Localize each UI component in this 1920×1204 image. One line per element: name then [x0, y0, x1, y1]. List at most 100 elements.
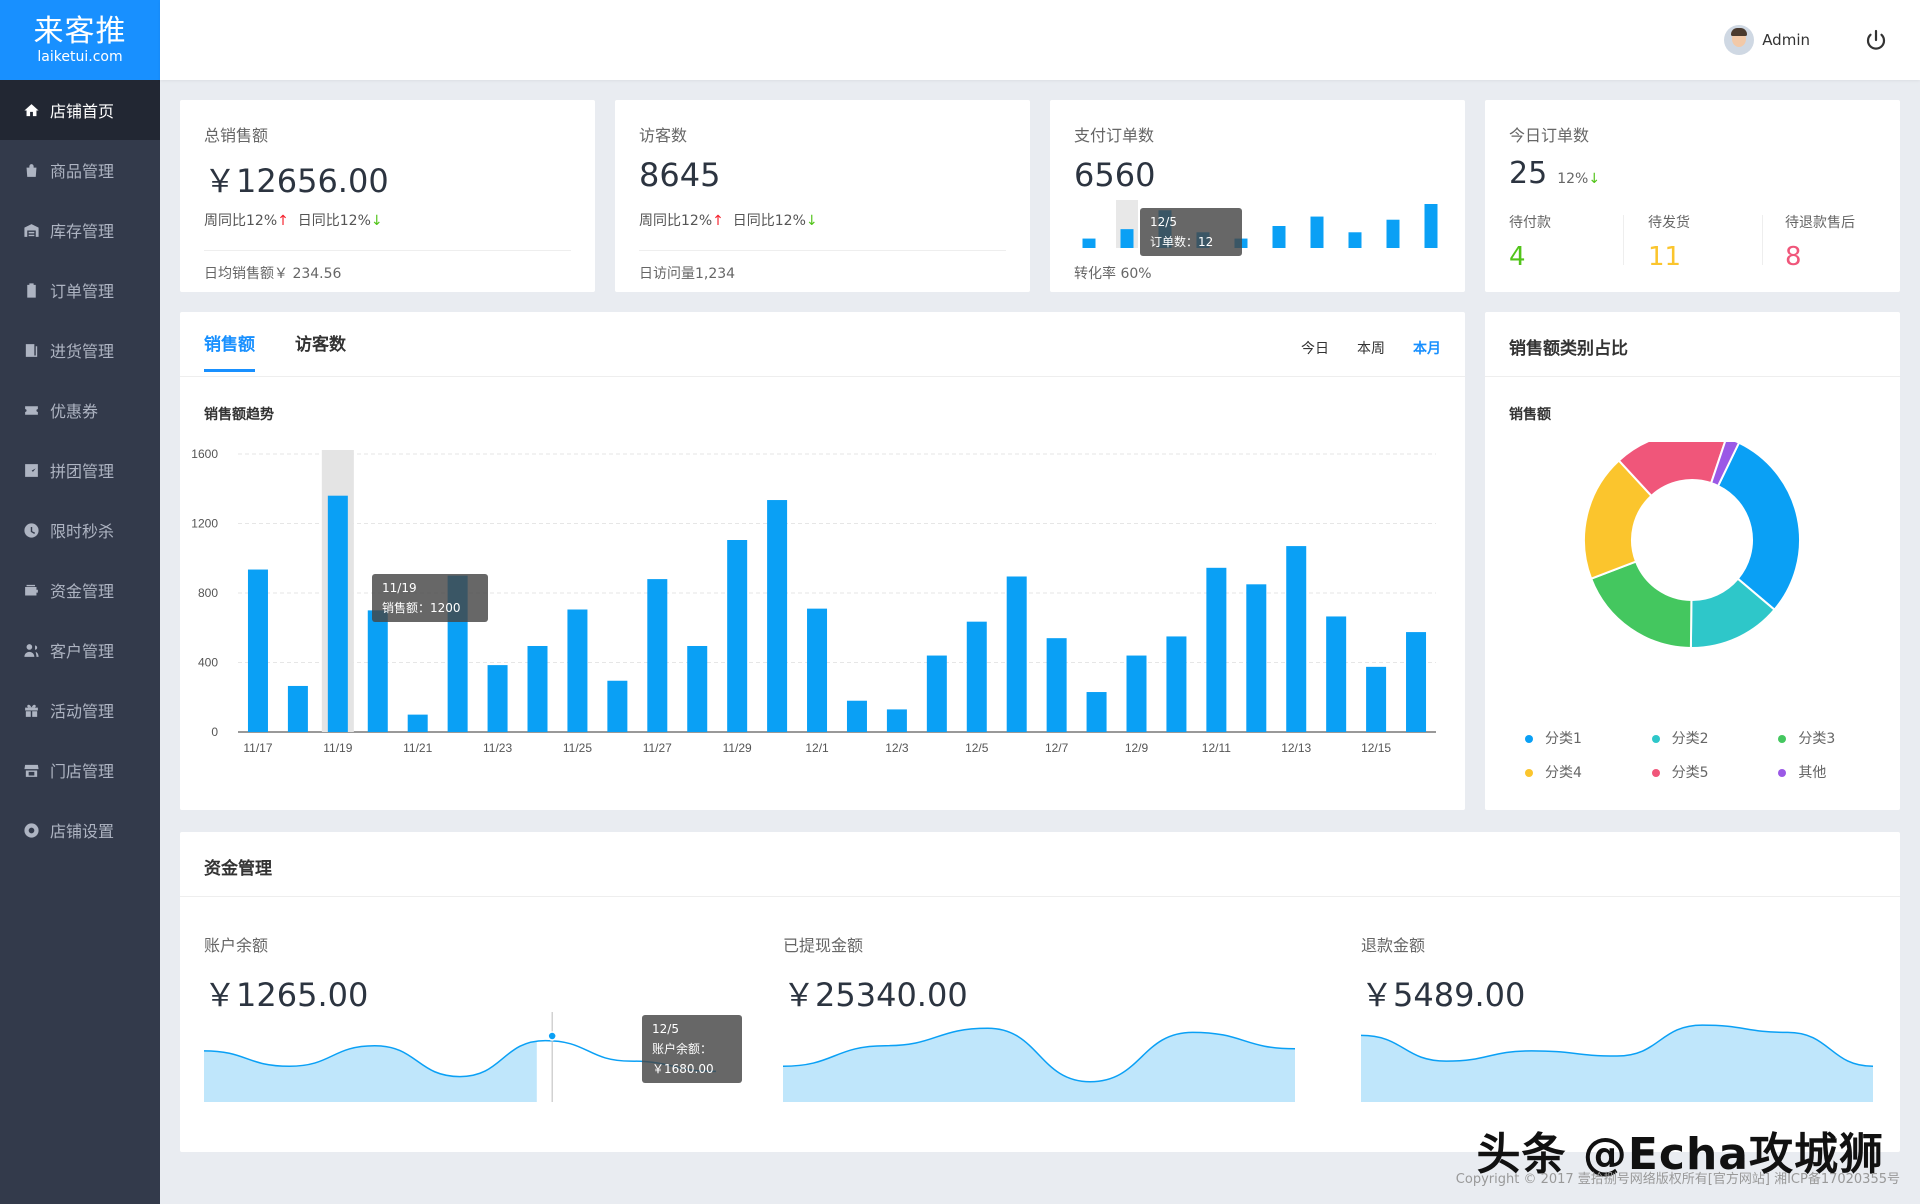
area-line[interactable] — [1361, 1024, 1873, 1068]
pie-slice[interactable] — [1617, 442, 1727, 498]
refund-area-chart[interactable] — [1361, 1012, 1873, 1107]
area-line[interactable] — [204, 1039, 716, 1078]
sales-bar[interactable] — [846, 700, 867, 732]
sidebar-item-label: 店铺首页 — [50, 102, 115, 121]
pie-slice[interactable] — [1716, 442, 1801, 612]
legend-item[interactable]: 分类1 — [1525, 728, 1652, 748]
sales-bar[interactable] — [1006, 576, 1027, 732]
sales-bar[interactable] — [767, 500, 788, 732]
sidebar-item-1[interactable]: 商品管理 — [0, 140, 160, 200]
sales-bar-chart[interactable]: 0 400 800 1200 1600 11/17 11/19 11/21 11/23 11/25… — [180, 442, 1465, 772]
withdrawn-value: ￥25340.00 — [783, 976, 968, 1014]
sidebar-item-6[interactable]: 拼团管理 — [0, 440, 160, 500]
sales-card: 总销售额 ￥12656.00 周同比12%↑ 日同比12%↓ 日均销售额￥ 23… — [180, 100, 595, 292]
sales-bar[interactable] — [727, 540, 748, 732]
sales-daily-avg: 日均销售额￥ 234.56 — [204, 266, 342, 282]
sales-bar[interactable] — [1286, 546, 1307, 732]
order-bar[interactable] — [1272, 226, 1286, 248]
sales-bar[interactable] — [407, 714, 428, 732]
avatar — [1724, 25, 1755, 55]
funds-title: 资金管理 — [204, 859, 272, 879]
pending-refund[interactable]: 待退款售后 8 — [1785, 215, 1855, 272]
category-donut-chart[interactable] — [1485, 442, 1900, 702]
sales-bar[interactable] — [487, 665, 508, 732]
sales-bar[interactable] — [367, 610, 388, 732]
legend-item[interactable]: 分类5 — [1651, 762, 1779, 782]
range-today[interactable]: 今日 — [1301, 341, 1329, 357]
visitors-daily: 日访问量1,234 — [639, 266, 736, 282]
legend-item[interactable]: 其他 — [1778, 762, 1905, 782]
sidebar-item-label: 店铺设置 — [50, 822, 115, 841]
order-bar[interactable] — [1310, 216, 1324, 248]
sidebar-item-12[interactable]: 店铺设置 — [0, 800, 160, 860]
legend-item[interactable]: 分类3 — [1778, 728, 1905, 748]
order-bar[interactable] — [1082, 238, 1096, 248]
sidebar-item-0[interactable]: 店铺首页 — [0, 80, 160, 140]
withdrawn-label: 已提现金额 — [783, 936, 864, 955]
tab-sales[interactable]: 销售额 — [204, 330, 255, 372]
sales-bar[interactable] — [886, 709, 907, 732]
sales-bar[interactable] — [607, 680, 628, 732]
sales-bar[interactable] — [567, 609, 588, 732]
sidebar-item-9[interactable]: 客户管理 — [0, 620, 160, 680]
sales-bar[interactable] — [1046, 638, 1067, 732]
balance-block: 账户余额 ￥1265.00 — [204, 932, 724, 1016]
sales-bar[interactable] — [926, 655, 947, 732]
sidebar-item-label: 优惠券 — [50, 402, 99, 421]
pending-pay[interactable]: 待付款 4 — [1509, 215, 1551, 272]
balance-area-chart[interactable] — [204, 1012, 716, 1107]
sidebar-item-4[interactable]: 进货管理 — [0, 320, 160, 380]
sales-bar[interactable] — [1246, 584, 1267, 732]
orders-mini-chart[interactable] — [1070, 200, 1450, 252]
sales-bar[interactable] — [1086, 692, 1107, 732]
pie-slice[interactable] — [1709, 442, 1741, 488]
sales-bar[interactable] — [687, 645, 708, 732]
order-bar[interactable] — [1348, 232, 1362, 248]
sidebar-item-label: 限时秒杀 — [50, 522, 115, 541]
sales-bar[interactable] — [287, 685, 308, 732]
sales-bar[interactable] — [1166, 636, 1187, 732]
sales-bar[interactable] — [807, 608, 828, 732]
wallet-icon — [22, 581, 40, 599]
legend-item[interactable]: 分类4 — [1525, 762, 1652, 782]
sales-bar[interactable] — [966, 621, 987, 732]
sales-bar[interactable] — [1326, 616, 1347, 732]
y-tick-label: 1600 — [191, 447, 218, 461]
sales-bar[interactable] — [1366, 666, 1387, 732]
order-bar[interactable] — [1120, 229, 1134, 248]
sales-bar[interactable] — [1206, 567, 1227, 732]
hover-point[interactable] — [547, 1031, 557, 1041]
tab-visitors[interactable]: 访客数 — [295, 335, 346, 355]
sales-bar[interactable] — [247, 569, 268, 732]
sales-bar[interactable] — [1126, 655, 1147, 732]
x-tick-label: 12/11 — [1202, 741, 1231, 755]
sidebar-item-3[interactable]: 订单管理 — [0, 260, 160, 320]
sales-bar[interactable] — [647, 579, 668, 732]
range-week[interactable]: 本周 — [1357, 341, 1385, 357]
sidebar-item-8[interactable]: 资金管理 — [0, 560, 160, 620]
home-icon — [22, 101, 40, 119]
sidebar-item-7[interactable]: 限时秒杀 — [0, 500, 160, 560]
x-tick-label: 12/7 — [1045, 741, 1069, 755]
order-bar[interactable] — [1386, 219, 1400, 248]
withdrawn-area-chart[interactable] — [783, 1012, 1295, 1107]
logo[interactable]: 来客推 laiketui.com — [0, 0, 160, 80]
power-icon[interactable] — [1864, 28, 1888, 52]
sidebar-item-5[interactable]: 优惠券 — [0, 380, 160, 440]
x-tick-label: 11/25 — [563, 741, 592, 755]
sales-bar[interactable] — [1406, 632, 1427, 732]
sales-bar[interactable] — [327, 495, 348, 732]
range-month[interactable]: 本月 — [1413, 341, 1441, 357]
pie-slice[interactable] — [1589, 560, 1693, 650]
order-bar[interactable] — [1424, 204, 1438, 248]
user-menu[interactable]: Admin — [1724, 25, 1810, 55]
today-orders-card: 今日订单数 25 12%↓ 待付款 4 待发货 11 待退款售后 8 — [1485, 100, 1900, 292]
sales-bar[interactable] — [527, 645, 548, 732]
sidebar-item-10[interactable]: 活动管理 — [0, 680, 160, 740]
legend-item[interactable]: 分类2 — [1651, 728, 1779, 748]
today-label: 今日订单数 — [1509, 126, 1590, 145]
sidebar-item-2[interactable]: 库存管理 — [0, 200, 160, 260]
sidebar-item-11[interactable]: 门店管理 — [0, 740, 160, 800]
area-line[interactable] — [783, 1027, 1295, 1083]
pending-ship[interactable]: 待发货 11 — [1648, 215, 1690, 272]
